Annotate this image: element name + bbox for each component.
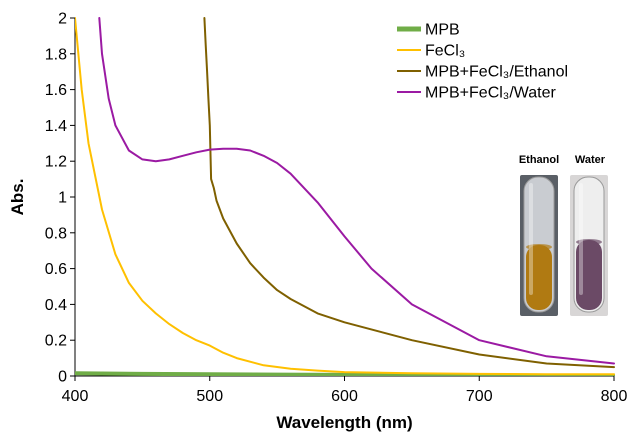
ethanol-vial-label: Ethanol	[519, 154, 559, 166]
legend-label: MPB	[425, 22, 460, 39]
legend: MPB FeCl₃ MPB+FeCl₃/Ethanol MPB+FeCl₃/Water	[397, 22, 568, 102]
water-vial-image	[570, 175, 608, 316]
series-line-4	[98, 17, 615, 365]
liquid-meniscus	[526, 244, 552, 250]
x-axis-title: Wavelength (nm)	[276, 413, 412, 432]
y-tick-label: 0	[58, 369, 67, 386]
y-tick-label: 0.2	[45, 333, 67, 350]
y-tick-label: 1.2	[45, 154, 67, 171]
tick-labels: 400 500 600 700 800 0 0.2 0.4 0.6 0.8 1 1.2 1.4 1.6 1.…	[45, 11, 628, 406]
ethanol-vial-image	[520, 175, 558, 316]
x-tick-label: 600	[331, 388, 358, 405]
series-line-1	[75, 371, 615, 376]
glass-highlight	[579, 183, 583, 295]
y-tick-label: 1.4	[45, 118, 67, 135]
y-tick-label: 0.4	[45, 297, 67, 314]
legend-label: MPB+FeCl₃/Water	[425, 85, 557, 102]
y-tick-label: 1	[58, 190, 67, 207]
y-tick-label: 2	[58, 11, 67, 28]
series-line-2	[75, 17, 615, 376]
y-tick-label: 0.8	[45, 225, 67, 242]
y-tick-label: 1.8	[45, 46, 67, 63]
vial-photo-inset: Ethanol Water	[519, 154, 608, 316]
legend-label: MPB+FeCl₃/Ethanol	[425, 64, 568, 81]
x-tick-label: 400	[62, 388, 89, 405]
x-tick-label: 500	[196, 388, 223, 405]
y-axis-title: Abs.	[8, 179, 27, 216]
glass-highlight	[529, 183, 533, 295]
x-tick-label: 800	[601, 388, 628, 405]
y-tick-label: 1.6	[45, 82, 67, 99]
water-vial-label: Water	[575, 154, 606, 166]
series-line-3	[203, 17, 615, 369]
legend-label: FeCl₃	[425, 43, 465, 60]
liquid-meniscus	[576, 239, 602, 245]
tick-marks	[70, 17, 615, 381]
x-tick-label: 700	[466, 388, 493, 405]
tube-liquid	[576, 240, 602, 310]
series-layer	[75, 17, 615, 376]
y-tick-label: 0.6	[45, 261, 67, 278]
tube-liquid	[526, 245, 552, 310]
